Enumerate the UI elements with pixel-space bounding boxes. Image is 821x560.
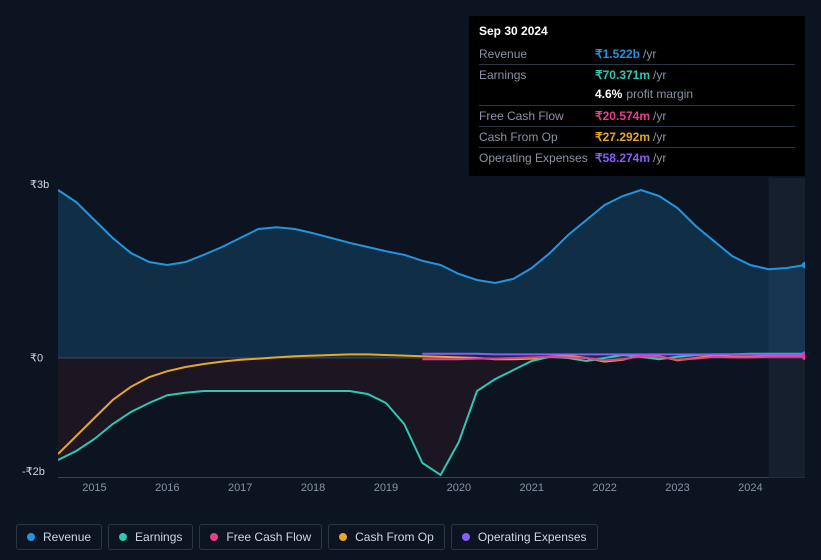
profit-margin-value: 4.6% [595,87,622,101]
y-axis-label: ₹3b [30,178,49,191]
tooltip-row: Free Cash Flow₹20.574m/yr [479,105,795,126]
x-axis: 2015 2016 2017 2018 2019 2020 2021 2022 2023 2024 [58,482,805,502]
legend-item-earnings[interactable]: Earnings [108,524,193,550]
tooltip-metric-value: ₹70.371m [595,68,650,82]
financials-chart: ₹3b₹0-₹2b 201520162017201820192020202120… [16,160,805,480]
tooltip-metric-suffix: /yr [653,109,666,123]
legend-item-opex[interactable]: Operating Expenses [451,524,598,550]
tooltip-profit-margin: x4.6%profit margin [479,85,795,105]
legend-label: Revenue [43,530,91,544]
opex-line[interactable] [422,354,805,355]
legend-dot-icon [210,533,218,541]
legend-item-fcf[interactable]: Free Cash Flow [199,524,322,550]
x-axis-label: 2018 [301,482,325,494]
legend-label: Free Cash Flow [226,530,311,544]
x-axis-label: 2015 [82,482,106,494]
y-axis-label: -₹2b [22,465,45,478]
legend-dot-icon [27,533,35,541]
x-axis-label: 2022 [592,482,616,494]
tooltip-metric-suffix: /yr [653,68,666,82]
tooltip-metric-value: ₹20.574m [595,109,650,123]
earnings-area [58,354,805,475]
revenue-area [58,190,805,358]
tooltip-metric-value: ₹1.522b [595,47,640,61]
x-axis-label: 2023 [665,482,689,494]
tooltip-date: Sep 30 2024 [479,24,795,38]
legend-dot-icon [119,533,127,541]
tooltip-metric-value: ₹27.292m [595,130,650,144]
x-axis-label: 2017 [228,482,252,494]
legend-label: Earnings [135,530,182,544]
legend-dot-icon [462,533,470,541]
legend-label: Operating Expenses [478,530,587,544]
legend-label: Cash From Op [355,530,434,544]
tooltip-metric-label: Free Cash Flow [479,109,595,123]
legend-item-revenue[interactable]: Revenue [16,524,102,550]
profit-margin-label: profit margin [626,87,693,101]
tooltip-row: Cash From Op₹27.292m/yr [479,126,795,147]
y-axis-label: ₹0 [30,352,43,365]
chart-tooltip: Sep 30 2024 Revenue₹1.522b/yrEarnings₹70… [469,16,805,176]
x-axis-label: 2016 [155,482,179,494]
tooltip-row: Revenue₹1.522b/yr [479,44,795,64]
x-axis-label: 2021 [519,482,543,494]
x-axis-label: 2020 [447,482,471,494]
chart-legend: Revenue Earnings Free Cash Flow Cash From O… [16,524,598,550]
legend-dot-icon [339,533,347,541]
legend-item-cash_op[interactable]: Cash From Op [328,524,445,550]
x-axis-label: 2024 [738,482,762,494]
tooltip-metric-label: Cash From Op [479,130,595,144]
tooltip-metric-suffix: /yr [653,130,666,144]
tooltip-metric-label: Earnings [479,68,595,82]
tooltip-metric-label: Revenue [479,47,595,61]
x-axis-label: 2019 [374,482,398,494]
chart-plot-area[interactable] [58,178,805,478]
tooltip-metric-suffix: /yr [643,47,656,61]
tooltip-row: Earnings₹70.371m/yr [479,64,795,85]
